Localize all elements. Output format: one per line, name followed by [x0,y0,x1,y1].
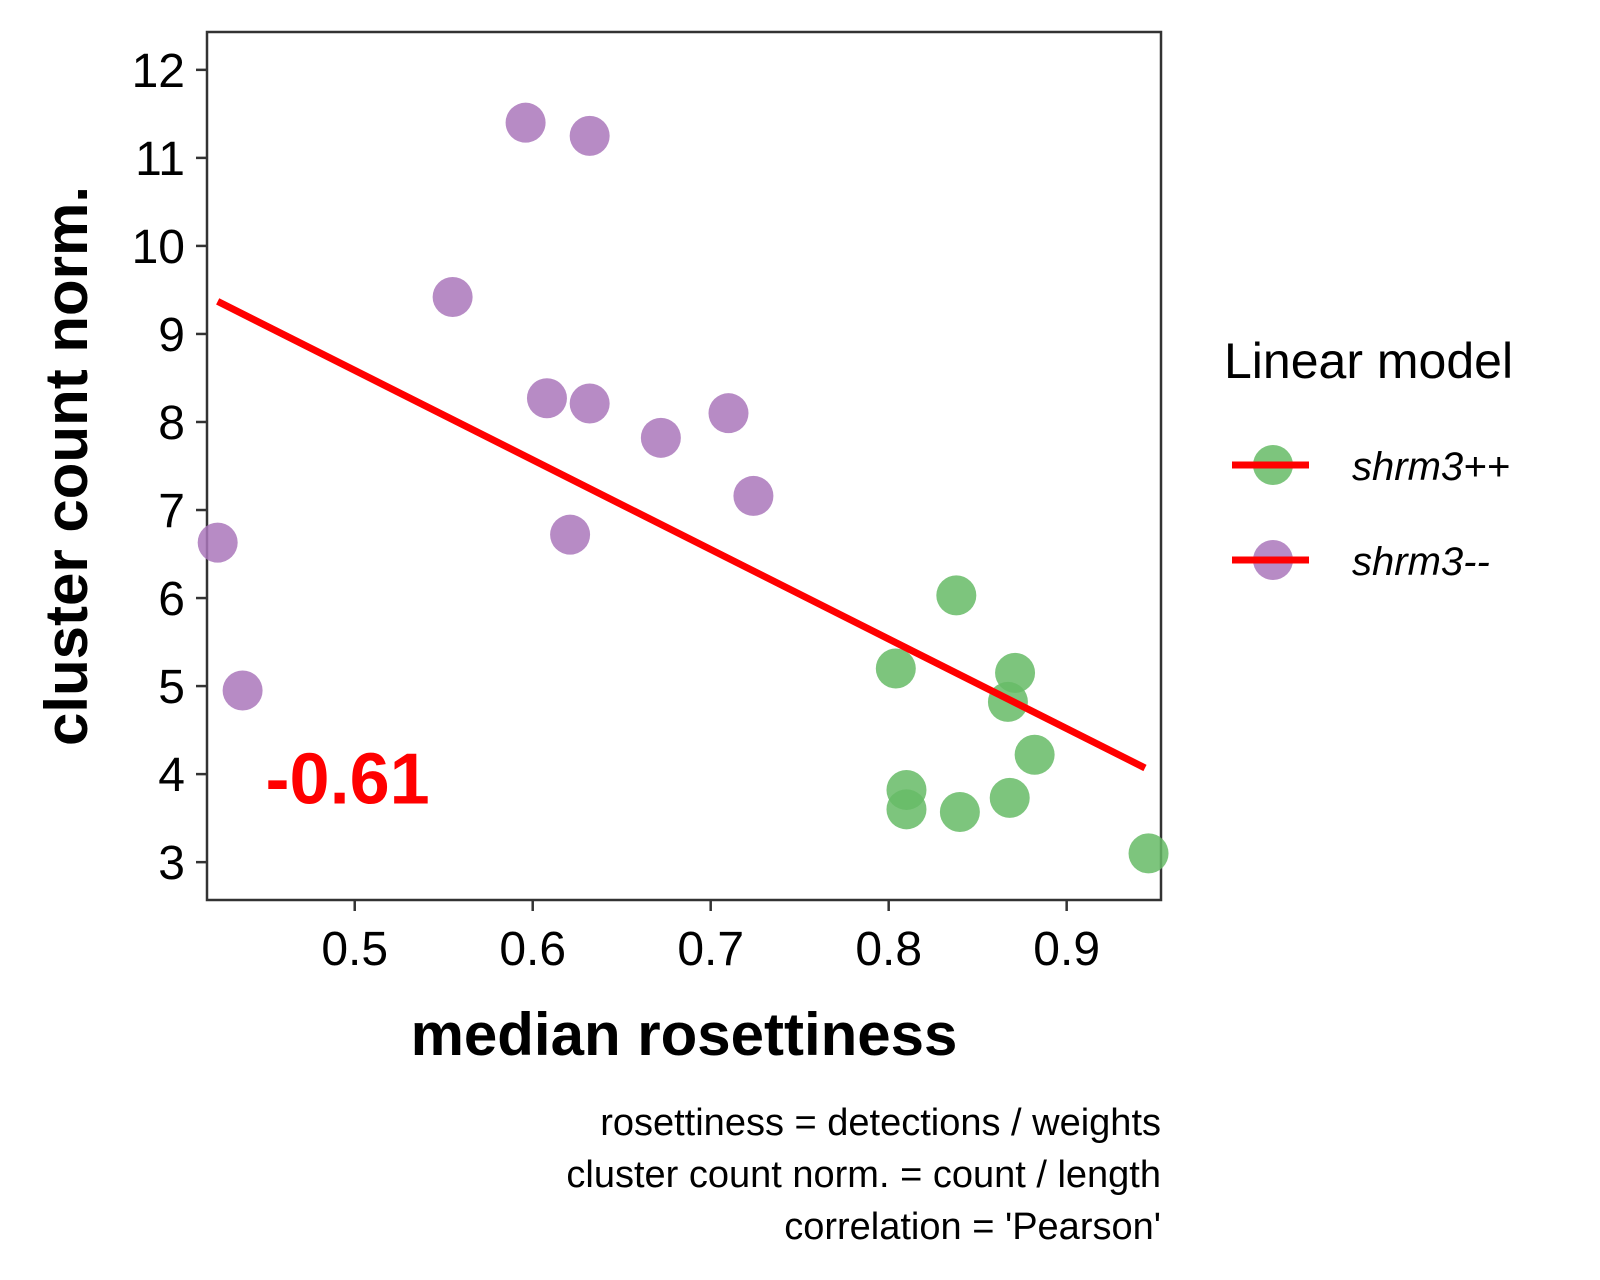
data-point-shrm3minusminus [505,102,546,143]
data-point-shrm3minusminus [526,378,567,419]
data-point-shrm3plusplus [886,789,927,830]
y-tick-label: 10 [132,221,185,274]
y-tick-label: 3 [158,837,185,890]
data-point-shrm3minusminus [640,417,681,458]
data-points [197,102,1169,874]
y-axis-title: cluster count norm. [33,186,100,746]
data-point-shrm3plusplus [875,648,916,689]
x-tick-label: 0.8 [855,923,922,976]
plot-panel [205,30,1163,902]
data-point-shrm3minusminus [708,393,749,434]
data-point-shrm3plusplus [1128,833,1169,874]
data-point-shrm3plusplus [939,791,980,832]
data-point-shrm3plusplus [936,575,977,616]
data-point-shrm3plusplus [989,777,1030,818]
data-point-shrm3minusminus [733,475,774,516]
legend: Linear model shrm3++ shrm3-- [1224,333,1513,584]
caption-line-2: cluster count norm. = count / length [566,1154,1161,1196]
y-tick-label: 4 [158,749,185,802]
legend-item-shrm3-minus: shrm3-- [1232,540,1490,584]
data-point-shrm3minusminus [432,276,473,317]
data-point-shrm3minusminus [550,514,591,555]
y-tick-label: 12 [132,45,185,98]
correlation-annotation: -0.61 [266,740,430,820]
y-tick-label: 6 [158,573,185,626]
caption: rosettiness = detections / weights clust… [566,1102,1161,1248]
x-tick-label: 0.5 [321,923,388,976]
y-tick-label: 9 [158,309,185,362]
y-tick-label: 7 [158,485,185,538]
x-tick-label: 0.6 [499,923,566,976]
data-point-shrm3plusplus [1014,734,1055,775]
fit-line-group [216,298,1147,772]
legend-label-shrm3-minus: shrm3-- [1352,540,1490,584]
fit-line [216,298,1147,772]
x-tick-label: 0.7 [677,923,744,976]
caption-line-3: correlation = 'Pearson' [784,1206,1161,1248]
data-point-shrm3minusminus [197,522,238,563]
data-point-shrm3minusminus [569,383,610,424]
legend-item-shrm3-plus: shrm3++ [1232,445,1510,489]
x-axis-title: median rosettiness [411,1001,958,1068]
legend-label-shrm3-plus: shrm3++ [1352,445,1510,489]
y-tick-label: 5 [158,661,185,714]
y-tick-label: 8 [158,397,185,450]
axis-ticks: 0.5 0.6 0.7 0.8 0.9 3 4 5 6 7 8 9 10 11 12 [132,45,1100,976]
data-point-shrm3minusminus [569,115,610,156]
x-tick-label: 0.9 [1033,923,1100,976]
y-tick-label: 11 [135,133,185,186]
caption-line-1: rosettiness = detections / weights [600,1102,1161,1144]
legend-title: Linear model [1224,333,1513,389]
data-point-shrm3minusminus [222,670,263,711]
